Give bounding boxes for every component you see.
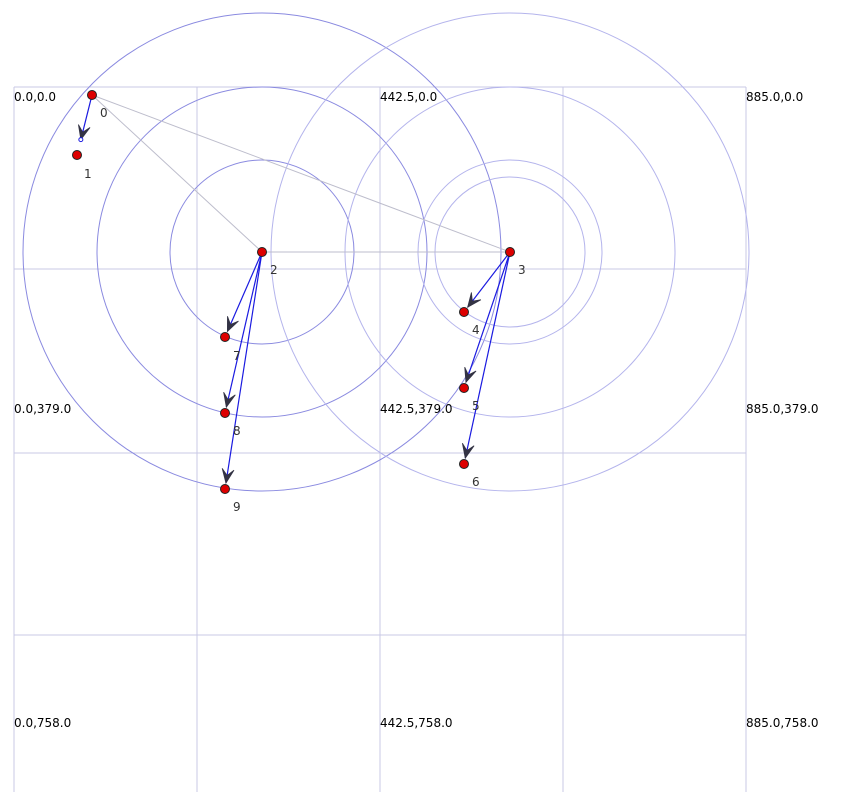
node-label-3: 3 — [518, 263, 526, 277]
node-label-5: 5 — [472, 399, 480, 413]
node-marker-7 — [220, 332, 230, 342]
node-0: 0 — [87, 90, 108, 120]
node-label-4: 4 — [472, 323, 480, 337]
node-label-6: 6 — [472, 475, 480, 489]
grid-label-r0c0: 0.0,0.0 — [14, 90, 56, 104]
node-marker-0 — [87, 90, 97, 100]
grid-label-r1c0: 0.0,379.0 — [14, 402, 71, 416]
node-2: 2 — [257, 247, 278, 277]
arrow-3-6 — [461, 251, 511, 460]
node-marker-8 — [220, 408, 230, 418]
nodes: 0 1 2 3 4 5 6 7 8 9 — [72, 90, 526, 514]
grid-label-r0c1: 442.5,0.0 — [380, 90, 437, 104]
node-1: 1 — [72, 150, 92, 181]
tree-link-0-3 — [91, 94, 511, 253]
node-label-8: 8 — [233, 424, 241, 438]
node-marker-6 — [459, 459, 469, 469]
grid-label-r2c1: 442.5,758.0 — [380, 716, 453, 730]
node-9: 9 — [220, 484, 241, 514]
arrow-0-1 — [78, 94, 93, 143]
grid-coordinate-labels: 0.0,0.0 442.5,0.0 885.0,0.0 0.0,379.0 442.5,… — [14, 90, 819, 730]
direction-arrows — [78, 94, 511, 485]
grid-label-r2c2: 885.0,758.0 — [746, 716, 819, 730]
node-label-9: 9 — [233, 500, 241, 514]
node-marker-4 — [459, 307, 469, 317]
arrow-3-5 — [464, 251, 511, 384]
node-7: 7 — [220, 332, 241, 363]
node-6: 6 — [459, 459, 480, 489]
tree-links — [91, 94, 511, 253]
grid-label-r1c1: 442.5,379.0 — [380, 402, 453, 416]
node-5: 5 — [459, 383, 480, 413]
grid-label-r2c0: 0.0,758.0 — [14, 716, 71, 730]
arrow-2-9 — [221, 251, 263, 485]
node-4: 4 — [459, 307, 480, 337]
arrow-2-7 — [226, 251, 263, 333]
node-label-7: 7 — [233, 349, 241, 363]
node-label-2: 2 — [270, 263, 278, 277]
range-circles — [22, 12, 750, 492]
node-8: 8 — [220, 408, 241, 438]
node-label-0: 0 — [100, 106, 108, 120]
node-marker-5 — [459, 383, 469, 393]
grid-label-r1c2: 885.0,379.0 — [746, 402, 819, 416]
node-marker-9 — [220, 484, 230, 494]
tree-link-0-2 — [91, 94, 263, 253]
node-label-1: 1 — [84, 167, 92, 181]
node-marker-2 — [257, 247, 267, 257]
grid-label-r0c2: 885.0,0.0 — [746, 90, 803, 104]
arrow-2-8 — [223, 251, 263, 409]
node-marker-1 — [72, 150, 82, 160]
grid-lines — [13, 86, 747, 792]
node-3: 3 — [505, 247, 526, 277]
arrow-3-4 — [467, 251, 511, 309]
node-marker-3 — [505, 247, 515, 257]
